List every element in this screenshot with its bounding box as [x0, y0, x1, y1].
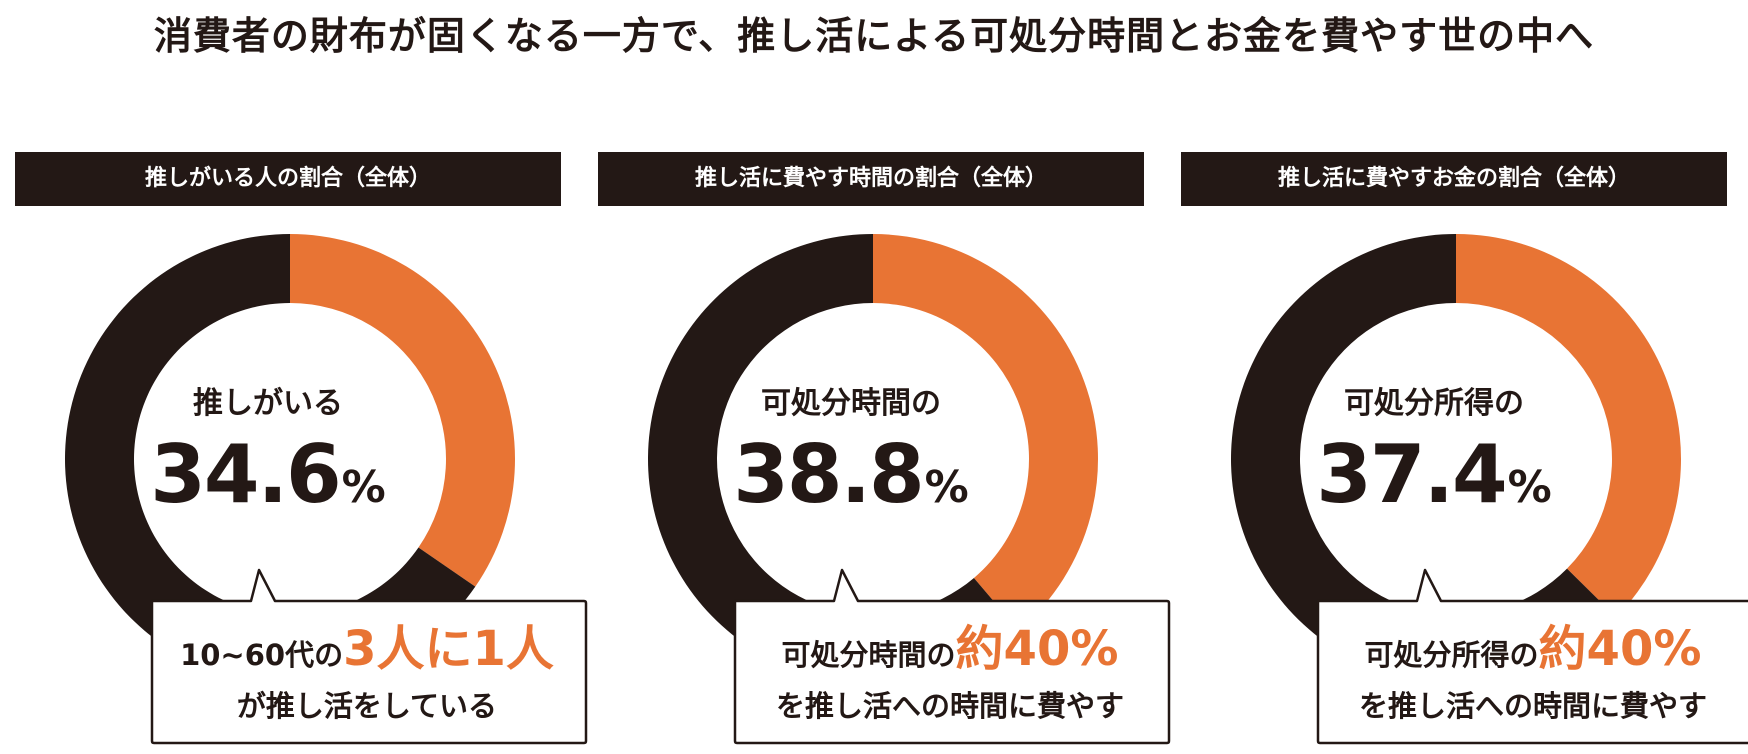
donut-chart	[648, 234, 1098, 684]
panel-header: 推し活に費やす時間の割合（全体）	[598, 152, 1144, 206]
value-unit: %	[341, 462, 386, 513]
center-value: 38.8%	[691, 430, 1011, 542]
chart-panel-fans: 推しがいる人の割合（全体） 推しがいる 34.6% 10~60代の3人に1人 が…	[15, 152, 588, 754]
donut-chart	[1231, 234, 1681, 684]
value-number: 37.4	[1316, 428, 1507, 521]
value-unit: %	[924, 462, 969, 513]
callout-line1: 可処分所得の約40%	[1315, 614, 1748, 695]
callout-highlight: 約40%	[955, 621, 1119, 677]
donut-slice-remainder	[648, 234, 1019, 684]
callout-line1: 10~60代の3人に1人	[149, 614, 585, 695]
callout-prefix: 10~60代の	[180, 638, 344, 672]
chart-panel-time: 推し活に費やす時間の割合（全体） 可処分時間の 38.8% 可処分時間の約40%…	[598, 152, 1171, 754]
panel-header: 推しがいる人の割合（全体）	[15, 152, 561, 206]
callout-prefix: 可処分所得の	[1364, 638, 1539, 672]
donut-slice-remainder	[64, 234, 476, 684]
center-value: 34.6%	[108, 430, 428, 542]
callout-line2: を推し活への時間に費やす	[775, 689, 1124, 723]
callout-line2: を推し活への時間に費やす	[1358, 689, 1707, 723]
value-unit: %	[1507, 462, 1552, 513]
center-label: 可処分時間の	[761, 386, 941, 421]
callout-highlight: 約40%	[1538, 621, 1702, 677]
value-number: 38.8	[733, 428, 924, 521]
center-label: 可処分所得の	[1344, 386, 1524, 421]
donut-slice-highlight	[290, 234, 515, 587]
callout-highlight: 3人に1人	[343, 621, 554, 677]
callout-line1: 可処分時間の約40%	[732, 614, 1168, 695]
chart-panel-money: 推し活に費やすお金の割合（全体） 可処分所得の 37.4% 可処分所得の約40%…	[1181, 152, 1748, 754]
donut-slice-highlight	[873, 234, 1098, 631]
callout-bubble	[733, 568, 1171, 745]
donut-slice-highlight	[1456, 234, 1681, 618]
center-value: 37.4%	[1274, 430, 1594, 542]
callout-bubble	[1316, 568, 1748, 745]
donut-slice-remainder	[1231, 234, 1617, 684]
center-label: 推しがいる	[193, 386, 343, 421]
callout-line2: が推し活をしている	[236, 689, 498, 723]
callout-prefix: 可処分時間の	[781, 638, 956, 672]
page-title: 消費者の財布が固くなる一方で、推し活による可処分時間とお金を費やす世の中へ	[153, 14, 1595, 58]
callout-bubble	[150, 568, 588, 745]
panel-header: 推し活に費やすお金の割合（全体）	[1181, 152, 1727, 206]
donut-chart	[64, 234, 515, 684]
value-number: 34.6	[150, 428, 341, 521]
